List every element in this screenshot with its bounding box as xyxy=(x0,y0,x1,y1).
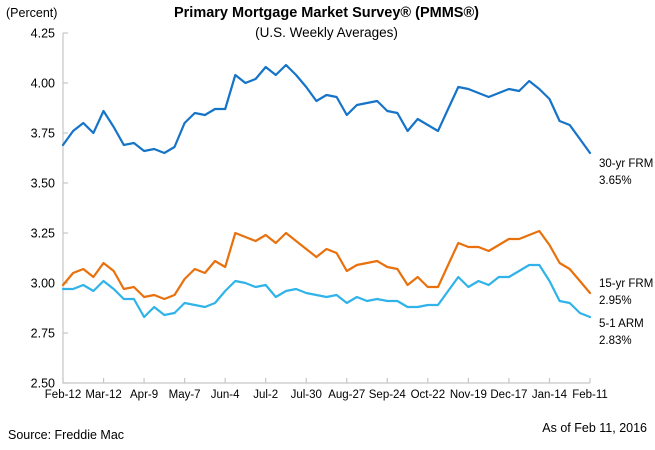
series-line-30-yr-frm xyxy=(61,63,592,155)
series-line-15-yr-frm xyxy=(61,229,592,301)
x-axis-tick-label: Sep-24 xyxy=(369,389,407,401)
y-axis-tick-label: 3.75 xyxy=(31,127,55,141)
y-axis-tick-label: 4.25 xyxy=(31,27,55,41)
x-axis-tick-label: Oct-22 xyxy=(411,389,446,401)
y-axis-unit-label: (Percent) xyxy=(6,6,58,20)
source-label: Source: Freddie Mac xyxy=(8,428,125,442)
x-axis-tick-label: Jul-30 xyxy=(291,389,322,401)
y-axis-tick-label: 2.75 xyxy=(31,327,55,341)
as-of-date-label: As of Feb 11, 2016 xyxy=(542,421,647,435)
series-value-label: 2.95% xyxy=(599,295,632,307)
title-block: Primary Mortgage Market Survey® (PMMS®) … xyxy=(63,4,590,42)
x-axis-tick-label: Dec-17 xyxy=(490,389,527,401)
chart-title: Primary Mortgage Market Survey® (PMMS®) xyxy=(173,5,479,21)
y-axis-tick-label: 3.00 xyxy=(31,277,55,291)
x-axis-tick-label: Mar-12 xyxy=(85,389,121,401)
y-axis-tick-label: 4.00 xyxy=(31,77,55,91)
x-axis-tick-label: Jan-14 xyxy=(532,389,568,401)
series-line-5-1-arm xyxy=(61,263,592,319)
series-name-label: 30-yr FRM xyxy=(599,158,653,170)
x-axis-tick-label: Jun-4 xyxy=(211,389,240,401)
y-axis-tick-label: 3.50 xyxy=(31,177,55,191)
x-axis-tick-label: Nov-19 xyxy=(450,389,487,401)
series-value-label: 3.65% xyxy=(599,175,632,187)
x-axis-tick-label: Feb-12 xyxy=(45,389,81,401)
y-axis-tick-label: 3.25 xyxy=(31,227,55,241)
chart-subtitle: (U.S. Weekly Averages) xyxy=(255,24,398,40)
x-axis-tick-label: Apr-9 xyxy=(130,389,158,401)
x-axis-tick-label: Aug-27 xyxy=(328,389,365,401)
series-value-label: 2.83% xyxy=(599,335,632,347)
x-axis-tick-label: May-7 xyxy=(169,389,201,401)
series-name-label: 5-1 ARM xyxy=(599,318,644,330)
x-axis-tick-label: Jul-2 xyxy=(253,389,278,401)
series-name-label: 15-yr FRM xyxy=(599,278,653,290)
y-axis-tick-label: 2.50 xyxy=(31,377,55,391)
x-axis-tick-label: Feb-11 xyxy=(572,389,608,401)
axis-lines xyxy=(62,33,590,384)
